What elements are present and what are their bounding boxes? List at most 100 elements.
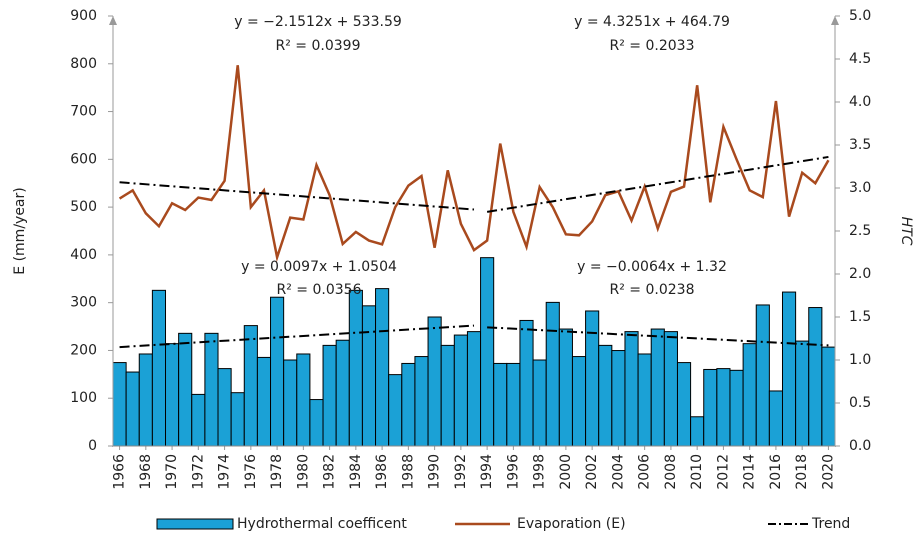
x-tick-label: 2012 [715, 454, 731, 490]
x-tick-label: 1992 [453, 454, 469, 490]
bar [348, 289, 363, 447]
y-axis-label: E (mm/year) [12, 187, 28, 274]
bar [375, 288, 390, 447]
x-tick-label: 2006 [637, 454, 653, 490]
x-tick-label: 1966 [112, 454, 128, 490]
y2-tick-label: 3.0 [849, 180, 871, 196]
bar [650, 328, 665, 447]
bar [795, 340, 810, 447]
x-tick-label: 1996 [505, 454, 521, 490]
bar [742, 343, 757, 447]
bar [571, 356, 587, 447]
x-tick-label: 2008 [663, 454, 679, 490]
y2-axis-label: HTC [898, 217, 914, 246]
trend-equation: R² = 0.0399 [276, 38, 361, 54]
bar [112, 362, 127, 447]
bar [480, 257, 495, 447]
y-tick-label: 100 [70, 390, 97, 406]
axis-arrow [831, 16, 839, 25]
y-tick-label: 700 [70, 104, 97, 120]
x-tick-label: 2002 [584, 454, 600, 490]
y-tick-label: 500 [70, 199, 97, 215]
bar [151, 289, 167, 447]
x-tick-label: 1984 [348, 454, 364, 490]
trend-equation: R² = 0.0238 [610, 282, 695, 298]
bar [624, 331, 639, 447]
y2-tick-label: 4.5 [849, 51, 871, 67]
bar [204, 332, 219, 447]
bar [532, 359, 547, 447]
bar [506, 362, 521, 447]
bar [808, 307, 823, 447]
bar [545, 301, 560, 447]
legend-swatch [156, 518, 234, 530]
y2-tick-label: 3.5 [849, 137, 871, 153]
x-tick-label: 1998 [532, 454, 548, 490]
bar [821, 346, 836, 447]
trend-line [486, 155, 829, 213]
y2-tick-label: 5.0 [849, 8, 871, 24]
bar [519, 319, 534, 447]
legend-label: Trend [811, 516, 850, 532]
axis-arrow [109, 16, 117, 25]
bar [703, 368, 718, 447]
y-tick-label: 600 [70, 151, 97, 167]
bar [270, 296, 285, 447]
x-tick-label: 2020 [820, 454, 836, 490]
y2-tick-label: 2.0 [849, 266, 871, 282]
y2-tick-label: 1.5 [849, 309, 871, 325]
bar [611, 350, 626, 447]
bar [256, 356, 272, 447]
bar [598, 344, 613, 447]
bar [768, 390, 783, 447]
bar [165, 343, 180, 447]
bar [243, 325, 258, 447]
bar [335, 339, 350, 447]
trend-equation: R² = 0.2033 [610, 38, 695, 54]
bar [138, 353, 153, 447]
x-tick-label: 1970 [164, 454, 180, 490]
bar [440, 344, 455, 447]
y2-tick-label: 2.5 [849, 223, 871, 239]
y-tick-label: 800 [70, 56, 97, 72]
y2-tick-label: 4.0 [849, 94, 871, 110]
x-tick-label: 2010 [689, 454, 705, 490]
trend-line [119, 181, 475, 211]
bar [729, 369, 744, 447]
y2-tick-label: 0.0 [849, 438, 871, 454]
bar [217, 368, 232, 447]
bar [178, 332, 193, 447]
y2-tick-label: 1.0 [849, 352, 871, 368]
y-tick-label: 200 [70, 342, 97, 358]
x-tick-label: 1972 [190, 454, 206, 490]
bar [361, 305, 377, 447]
bar [558, 328, 573, 447]
trend-equation: R² = 0.0356 [277, 282, 362, 298]
bar [493, 362, 508, 447]
bar [296, 353, 311, 447]
bar [676, 362, 692, 447]
trend-equation: y = 4.3251x + 464.79 [574, 14, 730, 30]
trend-equation: y = −0.0064x + 1.32 [577, 259, 727, 275]
trend-line [119, 324, 475, 349]
bar [125, 371, 140, 447]
y-tick-label: 400 [70, 247, 97, 263]
bar [427, 316, 442, 447]
x-tick-label: 1974 [217, 454, 233, 490]
bar [781, 291, 797, 447]
x-tick-label: 2018 [794, 454, 810, 490]
bar [690, 416, 705, 447]
y-tick-label: 0 [88, 438, 97, 454]
x-tick-label: 1978 [269, 454, 285, 490]
evaporation-line [118, 65, 830, 263]
y-tick-label: 900 [70, 8, 97, 24]
bar [466, 331, 482, 447]
bar [230, 392, 245, 447]
trend-equation: y = −2.1512x + 533.59 [234, 14, 402, 30]
bar [401, 362, 416, 447]
x-tick-label: 1990 [427, 454, 443, 490]
x-tick-label: 2004 [610, 454, 626, 490]
bar [322, 344, 337, 447]
legend-label: Hydrothermal coefficent [237, 516, 407, 532]
